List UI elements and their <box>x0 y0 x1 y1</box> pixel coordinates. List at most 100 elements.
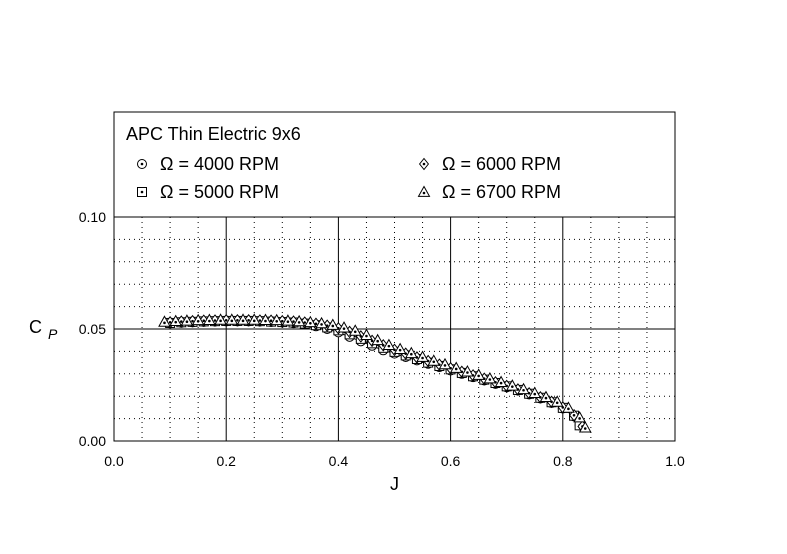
data-point <box>214 313 227 325</box>
marker-dot <box>140 190 144 194</box>
marker-dot <box>387 344 391 348</box>
marker-dot <box>359 335 363 338</box>
marker-dot <box>264 319 267 323</box>
data-point <box>236 313 250 325</box>
data-point <box>225 313 239 325</box>
data-point <box>483 371 497 384</box>
marker-shape <box>404 346 418 359</box>
marker-shape <box>247 313 261 325</box>
data-point <box>348 324 362 336</box>
marker-dot <box>191 319 194 323</box>
marker-shape <box>505 379 519 391</box>
marker-dot <box>320 323 323 326</box>
y-axis-label: C P <box>29 317 58 342</box>
marker-dot <box>224 318 228 322</box>
marker-dot <box>578 417 581 420</box>
data-point <box>416 350 429 362</box>
marker-shape <box>191 313 205 326</box>
marker-dot <box>567 407 570 411</box>
marker-dot <box>309 321 312 325</box>
marker-dot <box>331 324 335 328</box>
marker-dot <box>247 318 250 322</box>
marker-dot <box>533 392 537 396</box>
marker-dot <box>572 413 576 417</box>
x-tick-label: 0.8 <box>553 453 573 469</box>
marker-shape <box>573 410 586 423</box>
data-point <box>550 395 564 407</box>
marker-shape <box>270 313 284 326</box>
marker-dot <box>297 321 301 324</box>
legend-label: Ω = 5000 RPM <box>160 182 279 202</box>
marker-shape <box>578 421 592 433</box>
marker-dot <box>286 320 290 324</box>
marker-dot <box>466 371 469 374</box>
data-point <box>360 328 373 340</box>
data-point <box>247 313 261 325</box>
marker-shape <box>259 313 272 325</box>
series-line <box>170 320 581 426</box>
marker-dot <box>376 339 379 343</box>
legend-marker <box>137 187 147 197</box>
legend-item: Ω = 6000 RPM <box>418 154 561 174</box>
marker-shape <box>236 313 250 325</box>
marker-dot <box>219 319 222 323</box>
marker-dot <box>303 321 307 324</box>
x-axis-label: J <box>390 474 399 494</box>
data-point <box>438 357 452 370</box>
marker-dot <box>422 162 426 166</box>
legend-label: Ω = 6700 RPM <box>442 182 561 202</box>
marker-dot <box>208 319 211 323</box>
data-point <box>427 354 441 366</box>
legend-item: Ω = 4000 RPM <box>137 154 279 174</box>
marker-dot <box>555 401 559 405</box>
marker-dot <box>202 319 206 323</box>
data-point <box>281 314 295 326</box>
data-point <box>494 375 508 387</box>
marker-dot <box>398 348 402 352</box>
legend-marker <box>418 157 430 171</box>
data-point <box>573 410 586 423</box>
series-line <box>170 319 583 427</box>
marker-dot <box>432 360 436 364</box>
marker-shape <box>562 401 575 413</box>
marker-dot <box>174 320 178 324</box>
data-point <box>449 361 463 373</box>
marker-shape <box>326 318 340 330</box>
marker-shape <box>292 314 306 327</box>
legend-marker <box>417 185 431 197</box>
marker-shape <box>214 313 227 325</box>
marker-dot <box>583 427 587 430</box>
x-tick-label: 1.0 <box>665 453 685 469</box>
marker-shape <box>304 315 317 328</box>
marker-shape <box>382 338 396 351</box>
legend: Ω = 4000 RPM Ω = 5000 RPM Ω = 6000 RPM Ω = … <box>137 154 561 202</box>
marker-dot <box>365 334 368 338</box>
marker-shape <box>438 357 452 370</box>
marker-dot <box>281 319 284 323</box>
legend-marker <box>137 159 147 169</box>
marker-dot <box>180 320 183 323</box>
marker-dot <box>258 319 262 322</box>
marker-dot <box>422 191 426 195</box>
marker-shape <box>494 375 508 387</box>
y-axis-label-main: C <box>29 317 42 337</box>
marker-shape <box>483 371 497 384</box>
marker-dot <box>421 356 424 360</box>
marker-shape <box>158 315 171 327</box>
marker-dot <box>185 320 189 324</box>
marker-dot <box>275 319 278 323</box>
marker-dot <box>511 385 514 388</box>
marker-dot <box>163 321 166 325</box>
marker-dot <box>230 319 234 323</box>
marker-shape <box>180 314 194 326</box>
y-axis-label-sub: P <box>48 326 58 342</box>
marker-dot <box>410 352 413 356</box>
data-point <box>191 313 205 326</box>
legend-label: Ω = 4000 RPM <box>160 154 279 174</box>
marker-shape <box>393 342 407 355</box>
marker-shape <box>417 185 431 197</box>
legend-label: Ω = 6000 RPM <box>442 154 561 174</box>
marker-shape <box>371 333 385 346</box>
data-point <box>539 390 553 402</box>
